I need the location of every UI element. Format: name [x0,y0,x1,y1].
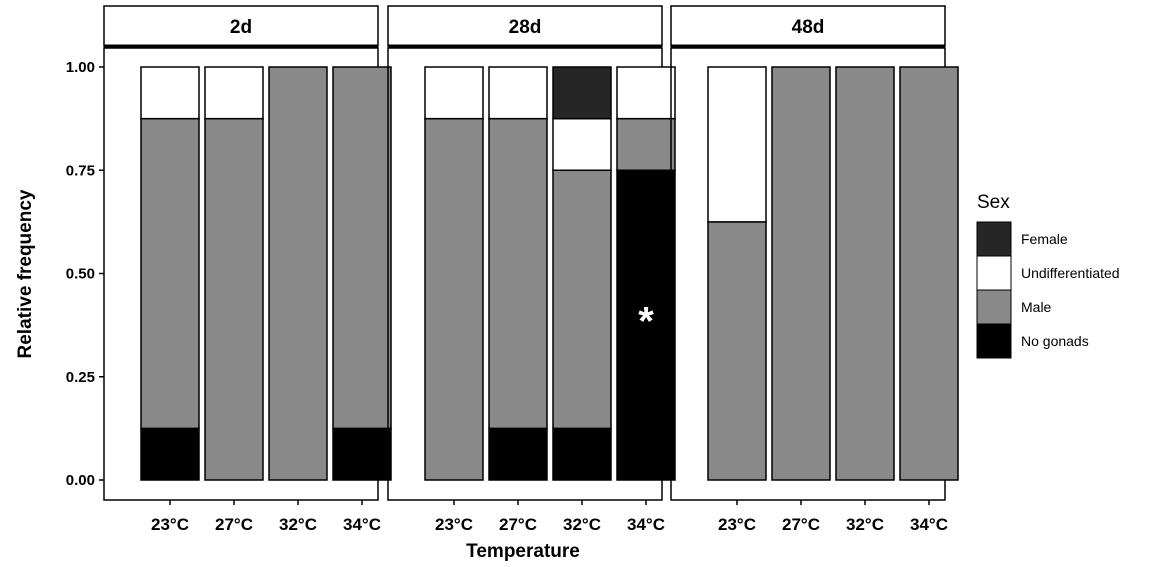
bar-28d-27c-no-gonads [488,427,548,481]
bar-48d-23c-undifferentiated [707,66,767,223]
panel-28d: 28d 23°C 27°C 32°C 34°C [387,5,676,534]
bar-28d-27c-undifferentiated [488,66,548,120]
bar-2d-34c-male [332,66,392,430]
x-tick-label-48d-34c: 34°C [910,515,948,534]
x-axis-title: Temperature [466,541,580,562]
bar-2d-23c-no-gonads [140,427,200,481]
legend-swatch-male [976,289,1012,325]
panel-2d: 2d 23°C 27°C 32°C 34°C [103,5,392,534]
strip-label-2d: 2d [230,17,252,38]
strip-28d [387,5,663,47]
strip-label-48d: 48d [792,17,825,38]
strip-2d [103,5,379,47]
legend-label-female: Female [1021,231,1068,247]
y-tick-label: 0.50 [66,266,95,283]
legend-label-no-gonads: No gonads [1021,333,1089,349]
x-tick-label-28d-27c: 27°C [499,515,537,534]
legend-swatch-no-gonads [976,323,1012,359]
legend-label-male: Male [1021,299,1052,315]
strip-48d [670,5,946,47]
bar-28d-27c-male [488,117,548,430]
bar-28d-34c-undifferentiated [616,66,676,120]
bar-48d-34c-male [899,66,959,481]
bar-28d-32c-male [552,169,612,430]
y-tick-label: 0.25 [66,369,95,386]
bar-48d-23c-male [707,221,767,481]
legend-title: Sex [977,192,1010,213]
legend-swatch-female [976,221,1012,257]
x-tick-label-2d-23c: 23°C [151,515,189,534]
bar-2d-27c-undifferentiated [204,66,264,120]
bar-2d-32c-male [268,66,328,481]
bar-2d-23c-male [140,117,200,430]
bar-28d-23c-male [424,117,484,481]
bar-28d-32c-female [552,66,612,120]
x-tick-label-48d-23c: 23°C [718,515,756,534]
bar-2d-23c-undifferentiated [140,66,200,120]
y-axis-title: Relative frequency [15,189,36,358]
x-tick-label-2d-34c: 34°C [343,515,381,534]
bar-28d-34c-male [616,117,676,171]
x-tick-label-48d-27c: 27°C [782,515,820,534]
significance-annotation: * [638,300,654,344]
bar-28d-32c-no-gonads [552,427,612,481]
bar-2d-34c-no-gonads [332,427,392,481]
x-tick-label-28d-32c: 32°C [563,515,601,534]
x-tick-label-2d-32c: 32°C [279,515,317,534]
strip-label-28d: 28d [509,17,542,38]
legend-swatch-undifferentiated [976,255,1012,291]
y-tick-label: 0.00 [66,472,95,489]
panel-48d: 48d 23°C 27°C 32°C 34°C [670,5,959,534]
bar-48d-32c-male [835,66,895,481]
legend: Sex Female Undifferentiated Male No gonads [976,192,1120,359]
legend-label-undifferentiated: Undifferentiated [1021,265,1120,281]
y-tick-label: 1.00 [66,59,95,76]
x-tick-label-28d-23c: 23°C [435,515,473,534]
x-tick-label-2d-27c: 27°C [215,515,253,534]
bar-48d-27c-male [771,66,831,481]
x-tick-label-28d-34c: 34°C [627,515,665,534]
bar-28d-23c-undifferentiated [424,66,484,120]
y-tick-label: 0.75 [66,162,95,179]
bar-28d-34c-no-gonads [616,169,676,481]
bar-2d-27c-male [204,117,264,481]
y-axis: 0.00 0.25 0.50 0.75 1.00 [66,59,104,489]
x-tick-label-48d-32c: 32°C [846,515,884,534]
bar-28d-32c-undifferentiated [552,117,612,171]
